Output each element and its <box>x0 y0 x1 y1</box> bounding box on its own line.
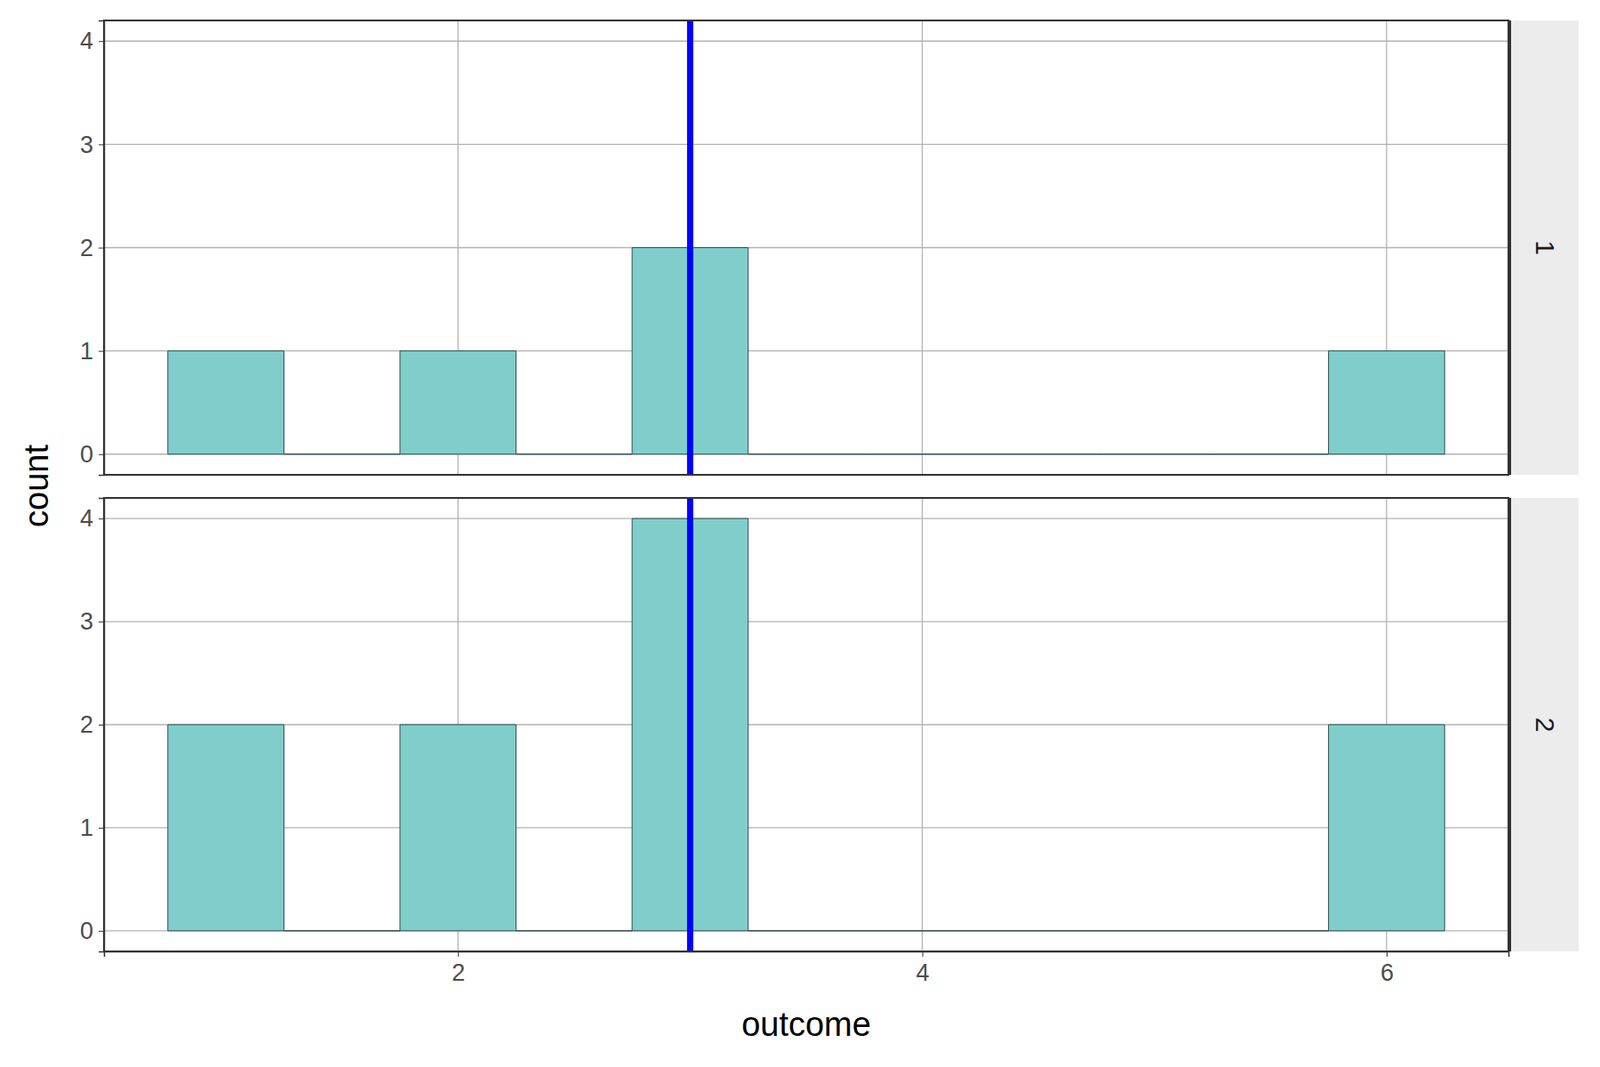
tick: 1 <box>80 337 104 365</box>
tick: 0 <box>80 440 104 468</box>
grid-line-y <box>104 929 1509 931</box>
tick: 3 <box>80 131 104 159</box>
bar <box>1212 453 1329 455</box>
axis-line <box>104 952 1510 958</box>
grid-line-y <box>104 247 1509 248</box>
tick: 6 <box>1380 951 1394 986</box>
chart: 0 1 2 3 4 1 0 1 2 3 4 2 4 6 2 outcome count <box>0 0 1600 1067</box>
tick-label: 0 <box>80 440 94 468</box>
tick: 1 <box>80 814 104 841</box>
grid-line-y <box>104 826 1509 828</box>
tick-label: 2 <box>451 959 465 986</box>
grid <box>104 20 1509 475</box>
x-axis-title: outcome <box>741 1005 872 1043</box>
tick: 4 <box>916 951 930 986</box>
tick-label: 1 <box>80 814 94 841</box>
strip <box>1511 497 1579 952</box>
grid-line-y <box>104 350 1509 352</box>
grid-line-y <box>104 40 1509 42</box>
tick: 3 <box>80 608 104 635</box>
bar <box>1328 351 1446 455</box>
tick-label: 4 <box>80 504 94 532</box>
grid-line-y <box>104 723 1509 725</box>
y-axis: 0 1 2 3 4 <box>80 21 105 476</box>
tick: 4 <box>80 504 104 532</box>
tick-label: 2 <box>80 711 94 738</box>
grid-line-y <box>104 453 1509 455</box>
plot-area <box>168 20 1445 475</box>
panel: 0 1 2 3 4 2 4 6 2 <box>80 497 1579 986</box>
panel-border <box>104 20 1509 475</box>
plot-area <box>168 497 1445 952</box>
bar <box>864 929 981 931</box>
mean-line <box>687 497 694 952</box>
tick-label: 4 <box>80 27 94 55</box>
bar <box>516 929 633 931</box>
grid <box>104 497 1509 952</box>
bar <box>980 453 1097 455</box>
bar <box>400 351 517 455</box>
tick: 2 <box>80 234 104 262</box>
grid-line-y <box>104 144 1509 145</box>
bar <box>1328 724 1446 931</box>
strip <box>1511 20 1579 475</box>
tick: 0 <box>80 917 104 944</box>
panel-border <box>104 497 1509 952</box>
grid-line-x <box>921 20 923 475</box>
tick-label: 3 <box>80 131 94 159</box>
tick: 2 <box>80 711 104 738</box>
bar <box>1212 929 1329 931</box>
bar <box>400 724 517 931</box>
bar <box>1096 453 1213 455</box>
y-axis: 0 1 2 3 4 <box>80 498 105 952</box>
tick-label: 2 <box>80 234 94 262</box>
tick-label: 4 <box>916 959 930 986</box>
bar <box>748 929 865 931</box>
bar <box>516 453 633 455</box>
bar <box>748 453 865 455</box>
bar <box>864 453 981 455</box>
tick: 4 <box>80 27 104 55</box>
bar <box>168 351 285 455</box>
bar <box>168 724 285 931</box>
tick-label: 3 <box>80 608 94 635</box>
bar <box>283 929 400 931</box>
bar <box>980 929 1097 931</box>
y-axis-title: count <box>17 444 56 528</box>
grid-line-y <box>104 518 1509 520</box>
grid-line-y <box>104 620 1509 622</box>
tick-label: 0 <box>80 917 94 944</box>
panel-background <box>104 20 1509 475</box>
strip-border <box>1508 20 1512 475</box>
tick-label: 1 <box>80 337 94 365</box>
x-axis: 2 4 6 <box>104 951 1510 986</box>
bar <box>283 453 400 455</box>
strip-border <box>1508 497 1512 952</box>
grid-line-x <box>921 497 923 952</box>
panel-background <box>104 497 1509 952</box>
strip-label: 1 <box>1530 240 1560 256</box>
tick-label: 6 <box>1380 959 1394 986</box>
mean-line <box>687 20 694 475</box>
strip-label: 2 <box>1530 717 1560 733</box>
tick: 2 <box>451 951 465 986</box>
panel: 0 1 2 3 4 1 <box>80 20 1579 476</box>
bar <box>1096 929 1213 931</box>
